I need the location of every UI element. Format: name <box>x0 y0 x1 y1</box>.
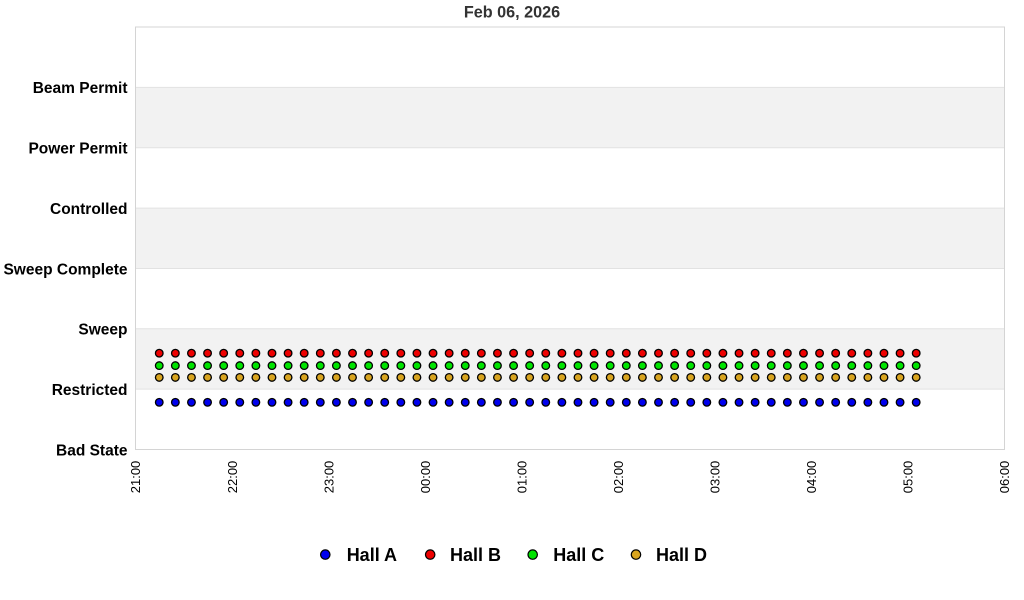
svg-text:05:00: 05:00 <box>901 461 916 494</box>
svg-text:21:00: 21:00 <box>128 461 143 494</box>
svg-text:23:00: 23:00 <box>321 461 336 494</box>
svg-text:00:00: 00:00 <box>418 461 433 494</box>
svg-text:Hall C: Hall C <box>553 545 604 565</box>
svg-text:Feb 06, 2026: Feb 06, 2026 <box>464 4 560 22</box>
svg-text:02:00: 02:00 <box>611 461 626 494</box>
svg-text:Hall A: Hall A <box>347 545 397 565</box>
svg-text:Hall B: Hall B <box>450 545 501 565</box>
svg-text:Beam Permit: Beam Permit <box>33 80 128 97</box>
svg-text:06:00: 06:00 <box>997 461 1012 494</box>
svg-text:Bad State: Bad State <box>56 442 128 459</box>
svg-text:Sweep: Sweep <box>78 322 127 339</box>
svg-text:03:00: 03:00 <box>708 461 723 494</box>
svg-text:Sweep Complete: Sweep Complete <box>3 261 127 278</box>
svg-text:04:00: 04:00 <box>804 461 819 494</box>
svg-text:Restricted: Restricted <box>52 382 128 399</box>
svg-text:Controlled: Controlled <box>50 201 128 218</box>
svg-text:01:00: 01:00 <box>514 461 529 494</box>
svg-text:Power Permit: Power Permit <box>28 141 127 158</box>
svg-text:22:00: 22:00 <box>225 461 240 494</box>
svg-text:Hall D: Hall D <box>656 545 707 565</box>
